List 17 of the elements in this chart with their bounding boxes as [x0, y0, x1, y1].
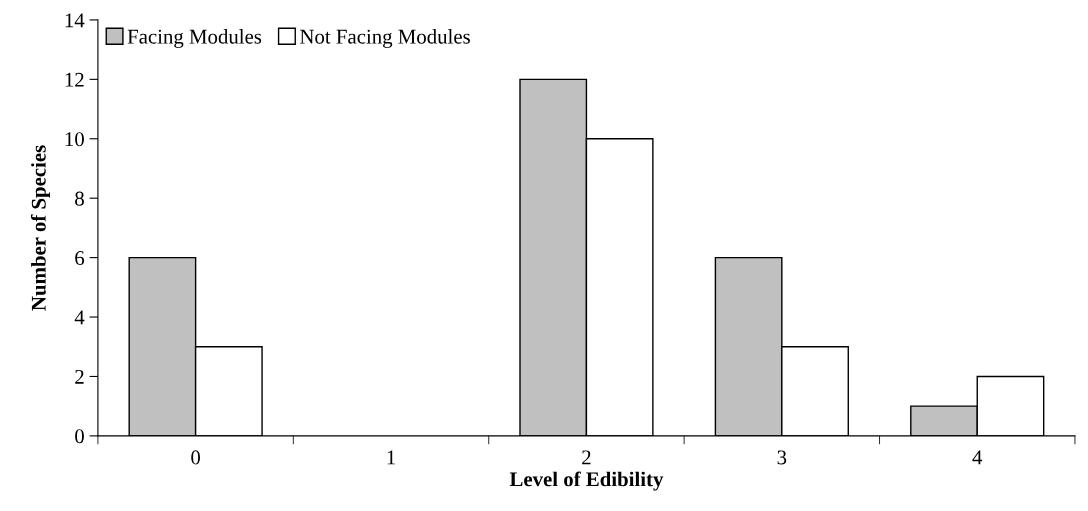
y-tick-label: 10: [65, 132, 84, 147]
legend-label: Facing Modules: [127, 29, 262, 48]
x-tick-label: 4: [972, 450, 983, 465]
x-axis-title: Level of Edibility: [509, 471, 664, 491]
y-tick-label: 8: [75, 191, 84, 206]
y-axis-title: Number of Species: [30, 145, 50, 311]
y-tick-label: 6: [75, 251, 85, 266]
x-tick-label: 0: [191, 450, 201, 465]
x-tick-label: 1: [387, 450, 395, 465]
x-tick-label: 2: [582, 450, 591, 465]
y-tick-label: 12: [65, 72, 84, 87]
legend-label: Not Facing Modules: [300, 29, 470, 48]
y-tick-label: 4: [74, 310, 85, 325]
y-tick-label: 2: [75, 369, 84, 384]
y-tick-label: 14: [65, 13, 85, 28]
x-tick-label: 3: [777, 450, 787, 465]
y-tick-label: 0: [75, 429, 84, 444]
